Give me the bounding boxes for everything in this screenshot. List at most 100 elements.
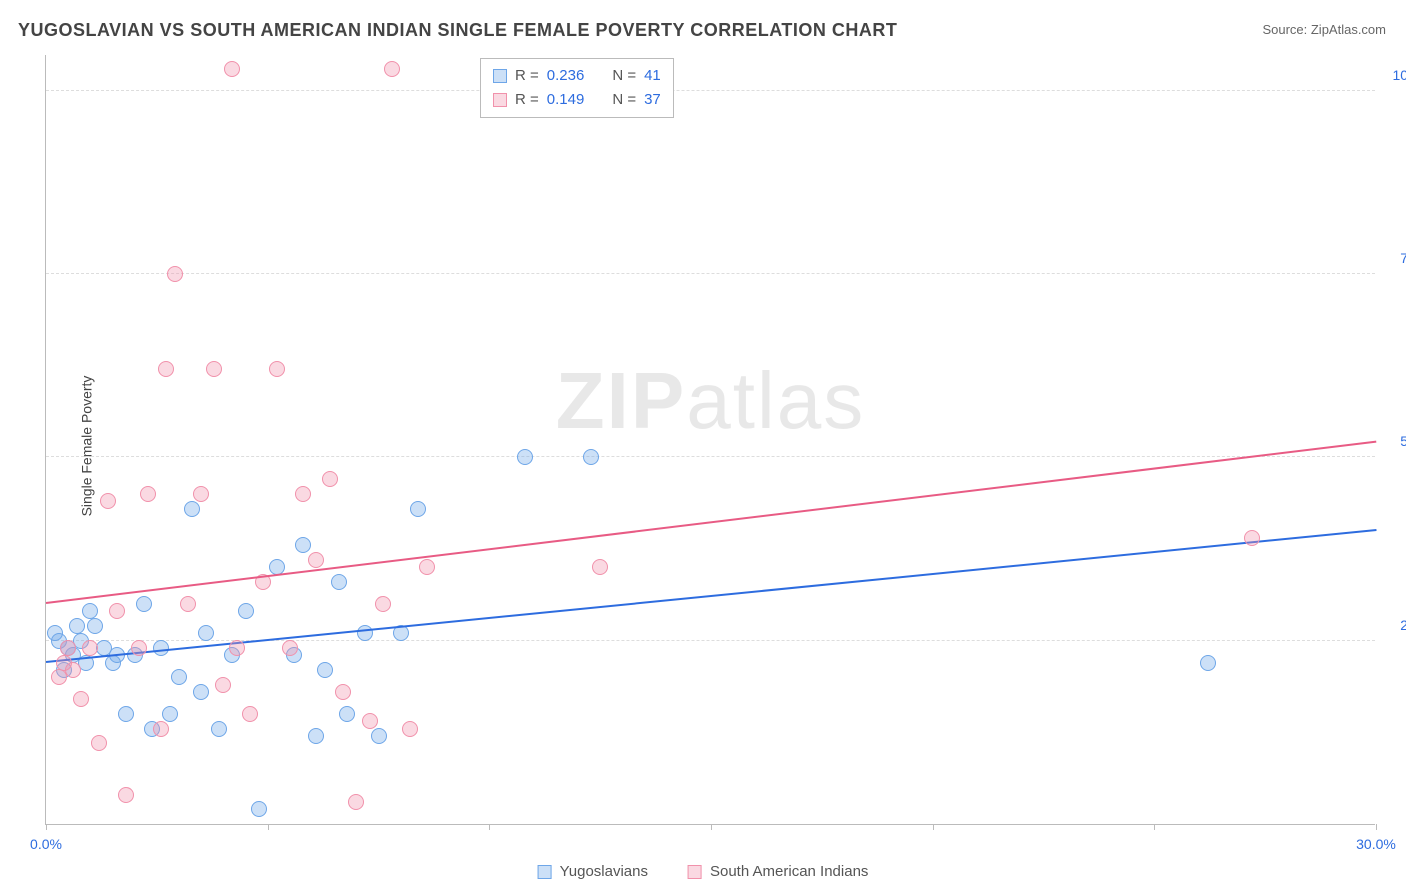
data-point <box>371 728 387 744</box>
data-point <box>583 449 599 465</box>
data-point <box>206 361 222 377</box>
data-point <box>384 61 400 77</box>
data-point <box>82 603 98 619</box>
data-point <box>331 574 347 590</box>
watermark-bold: ZIP <box>556 356 686 445</box>
x-tick-label: 0.0% <box>30 836 62 852</box>
stat-n-label: N = <box>612 88 636 112</box>
watermark: ZIPatlas <box>556 355 865 447</box>
data-point <box>211 721 227 737</box>
trend-line <box>46 529 1376 663</box>
x-tick <box>1376 824 1377 830</box>
data-point <box>180 596 196 612</box>
y-tick-label: 100.0% <box>1380 67 1406 83</box>
data-point <box>140 486 156 502</box>
data-point <box>242 706 258 722</box>
stat-n-value: 37 <box>644 88 661 112</box>
watermark-rest: atlas <box>686 356 865 445</box>
stat-r-label: R = <box>515 64 539 88</box>
x-tick <box>933 824 934 830</box>
data-point <box>375 596 391 612</box>
data-point <box>215 677 231 693</box>
data-point <box>118 706 134 722</box>
data-point <box>308 552 324 568</box>
data-point <box>193 684 209 700</box>
y-tick-label: 75.0% <box>1380 250 1406 266</box>
gridline <box>46 273 1375 274</box>
data-point <box>162 706 178 722</box>
data-point <box>322 471 338 487</box>
data-point <box>158 361 174 377</box>
data-point <box>73 691 89 707</box>
data-point <box>517 449 533 465</box>
x-tick <box>489 824 490 830</box>
legend-swatch <box>493 69 507 83</box>
data-point <box>100 493 116 509</box>
data-point <box>82 640 98 656</box>
legend-label: South American Indians <box>710 863 868 880</box>
data-point <box>224 61 240 77</box>
stat-n-label: N = <box>612 64 636 88</box>
stat-row: R = 0.236 N = 41 <box>493 64 661 88</box>
stats-legend: R = 0.236 N = 41 R = 0.149 N = 37 <box>480 58 674 118</box>
gridline <box>46 456 1375 457</box>
data-point <box>317 662 333 678</box>
data-point <box>410 501 426 517</box>
legend-label: Yugoslavians <box>560 863 648 880</box>
plot-inner: ZIPatlas 25.0%50.0%75.0%100.0%0.0%30.0% <box>46 55 1375 824</box>
data-point <box>118 787 134 803</box>
x-tick <box>268 824 269 830</box>
data-point <box>91 735 107 751</box>
chart-title: YUGOSLAVIAN VS SOUTH AMERICAN INDIAN SIN… <box>18 20 897 41</box>
data-point <box>184 501 200 517</box>
stat-row: R = 0.149 N = 37 <box>493 88 661 112</box>
stat-n-value: 41 <box>644 64 661 88</box>
legend-item: South American Indians <box>688 863 868 880</box>
data-point <box>229 640 245 656</box>
data-point <box>131 640 147 656</box>
data-point <box>402 721 418 737</box>
data-point <box>171 669 187 685</box>
data-point <box>308 728 324 744</box>
data-point <box>65 662 81 678</box>
stat-r-label: R = <box>515 88 539 112</box>
data-point <box>269 361 285 377</box>
legend-item: Yugoslavians <box>538 863 648 880</box>
data-point <box>69 618 85 634</box>
data-point <box>362 713 378 729</box>
data-point <box>251 801 267 817</box>
data-point <box>419 559 435 575</box>
data-point <box>193 486 209 502</box>
data-point <box>87 618 103 634</box>
data-point <box>60 640 76 656</box>
legend-swatch <box>493 93 507 107</box>
source-label: Source: <box>1262 22 1310 37</box>
data-point <box>198 625 214 641</box>
trend-line <box>46 441 1376 604</box>
data-point <box>295 486 311 502</box>
plot-area: ZIPatlas 25.0%50.0%75.0%100.0%0.0%30.0% <box>45 55 1375 825</box>
legend-swatch <box>688 865 702 879</box>
data-point <box>167 266 183 282</box>
data-point <box>592 559 608 575</box>
y-tick-label: 25.0% <box>1380 617 1406 633</box>
source-attribution: Source: ZipAtlas.com <box>1262 22 1386 37</box>
x-tick <box>711 824 712 830</box>
data-point <box>295 537 311 553</box>
stat-r-value: 0.236 <box>547 64 585 88</box>
data-point <box>339 706 355 722</box>
data-point <box>282 640 298 656</box>
x-tick-label: 30.0% <box>1356 836 1396 852</box>
data-point <box>348 794 364 810</box>
data-point <box>238 603 254 619</box>
data-point <box>153 721 169 737</box>
gridline <box>46 90 1375 91</box>
legend-swatch <box>538 865 552 879</box>
data-point <box>335 684 351 700</box>
series-legend: Yugoslavians South American Indians <box>538 863 869 880</box>
x-tick <box>1154 824 1155 830</box>
source-value: ZipAtlas.com <box>1311 22 1386 37</box>
data-point <box>1200 655 1216 671</box>
stat-r-value: 0.149 <box>547 88 585 112</box>
x-tick <box>46 824 47 830</box>
